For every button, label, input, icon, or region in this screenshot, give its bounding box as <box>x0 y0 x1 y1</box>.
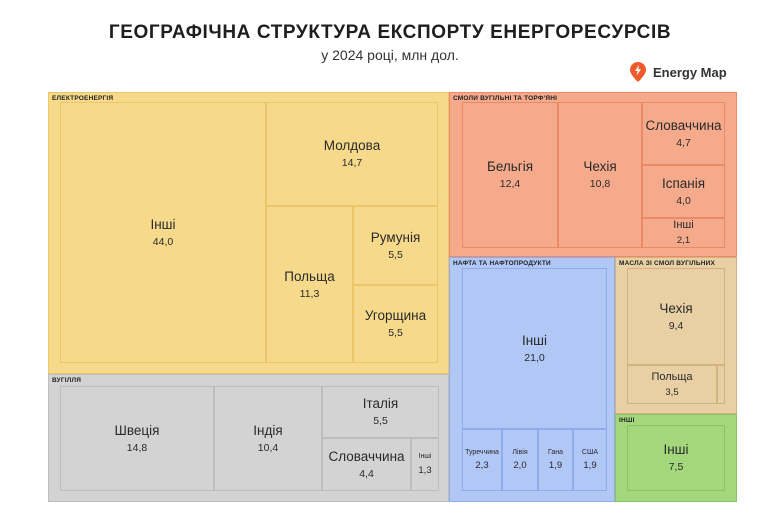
treemap-cell: Молдова 14,7 <box>266 102 438 206</box>
cell-value: 5,5 <box>388 327 403 340</box>
brand-logo: Energy Map <box>630 62 727 82</box>
treemap-cell: Угорщина 5,5 <box>353 285 438 363</box>
cell-label: Інші <box>150 216 176 232</box>
cell-label: Швеція <box>114 422 160 438</box>
cell-value: 10,4 <box>257 441 279 454</box>
cell-value: 9,4 <box>668 319 684 332</box>
cell-value: 1,3 <box>418 464 432 476</box>
treemap-cell: США 1,9 <box>573 429 607 491</box>
treemap-cell: Інші 7,5 <box>627 425 725 491</box>
cell-label: Польща <box>284 268 335 284</box>
cell-label: Чехія <box>659 300 693 316</box>
cell-value: 44,0 <box>152 235 174 248</box>
treemap-cell: Бельгія 12,4 <box>462 102 558 248</box>
chart-subtitle: у 2024 році, млн дол. <box>321 47 459 63</box>
treemap-cell: Словаччина 4,7 <box>642 102 725 165</box>
treemap-cell: Польща 11,3 <box>266 206 353 363</box>
cell-value: 4,4 <box>359 467 374 480</box>
cell-value: 14,8 <box>126 441 148 454</box>
cell-label: Словаччина <box>328 448 405 464</box>
cell-value: 3,5 <box>665 386 679 398</box>
group-coal-oils: МАСЛА ЗІ СМОЛ ВУГІЛЬНИХ Чехія 9,4 Польща 3,5 <box>615 257 737 414</box>
treemap-cell: Туреччина 2,3 <box>462 429 502 491</box>
cell-label: Угорщина <box>364 308 427 324</box>
cell-value: 21,0 <box>524 351 545 364</box>
cell-label: Чехія <box>583 159 617 175</box>
cell-value: 10,8 <box>589 178 611 191</box>
treemap-cell: Індія 10,4 <box>214 386 322 491</box>
cell-label: Інші <box>673 219 694 232</box>
cell-label: Польща <box>651 370 693 383</box>
treemap-cell: Інші 1,3 <box>411 438 439 491</box>
treemap-cell: Румунія 5,5 <box>353 206 438 285</box>
brand-name: Energy Map <box>653 64 727 80</box>
treemap-cell: Гана 1,9 <box>538 429 573 491</box>
treemap-cell: Польща 3,5 <box>627 365 717 404</box>
cell-value: 4,0 <box>676 194 691 207</box>
group-tar: СМОЛИ ВУГІЛЬНІ ТА ТОРФ'ЯНІ Бельгія 12,4 Чех… <box>449 92 737 257</box>
cell-label: Словаччина <box>645 117 722 133</box>
group-label: НАФТА ТА НАФТОПРОДУКТИ <box>453 260 551 267</box>
cell-label: Румунія <box>370 229 421 245</box>
cell-value: 1,9 <box>583 460 597 471</box>
cell-label: Лівія <box>512 448 528 456</box>
treemap-cell <box>717 365 725 404</box>
cell-label: Туреччина <box>465 448 499 456</box>
cell-value: 5,5 <box>373 415 388 428</box>
treemap-cell: Іспанія 4,0 <box>642 165 725 218</box>
cell-value: 2,0 <box>513 460 527 471</box>
cell-label: Гана <box>547 448 564 456</box>
cell-value: 4,7 <box>676 136 691 149</box>
group-label: ЕЛЕКТРОЕНЕРГІЯ <box>52 95 114 102</box>
treemap-cell: Італія 5,5 <box>322 386 439 438</box>
group-other: ІНШІ Інші 7,5 <box>615 414 737 502</box>
cell-label: Інші <box>663 442 689 458</box>
treemap-cell: Інші 21,0 <box>462 268 607 429</box>
cell-value: 12,4 <box>499 178 521 191</box>
cell-value: 2,1 <box>676 235 691 247</box>
cell-label: Інші <box>521 332 548 348</box>
cell-label: Іспанія <box>661 175 706 191</box>
lightning-pin-icon <box>630 62 646 82</box>
group-oil: НАФТА ТА НАФТОПРОДУКТИ Інші 21,0 Туреччина 2… <box>449 257 615 502</box>
treemap-cell: Інші 44,0 <box>60 102 266 363</box>
cell-value: 1,9 <box>548 460 563 471</box>
group-label: ІНШІ <box>619 417 635 424</box>
group-electricity: ЕЛЕКТРОЕНЕРГІЯ Інші 44,0 Молдова 14,7 Польща 1… <box>48 92 449 374</box>
treemap-cell: Швеція 14,8 <box>60 386 214 491</box>
cell-value: 2,3 <box>475 460 489 471</box>
cell-label: Молдова <box>323 138 381 154</box>
cell-value: 5,5 <box>388 248 403 261</box>
group-label: СМОЛИ ВУГІЛЬНІ ТА ТОРФ'ЯНІ <box>453 95 558 102</box>
chart-title: ГЕОГРАФІЧНА СТРУКТУРА ЕКСПОРТУ ЕНЕРГОРЕС… <box>108 22 672 43</box>
cell-label: Інші <box>418 453 432 461</box>
treemap-cell: Інші 2,1 <box>642 218 725 248</box>
cell-label: Індія <box>253 422 283 438</box>
cell-label: США <box>581 448 599 456</box>
cell-value: 14,7 <box>341 157 363 170</box>
cell-value: 11,3 <box>299 287 320 300</box>
treemap-cell: Лівія 2,0 <box>502 429 538 491</box>
cell-label: Бельгія <box>486 159 534 175</box>
treemap-cell: Словаччина 4,4 <box>322 438 411 491</box>
cell-value: 7,5 <box>668 461 684 474</box>
treemap-cell: Чехія 9,4 <box>627 268 725 365</box>
group-label: ВУГІЛЛЯ <box>52 377 82 384</box>
treemap-cell: Чехія 10,8 <box>558 102 642 248</box>
group-label: МАСЛА ЗІ СМОЛ ВУГІЛЬНИХ <box>619 260 716 267</box>
cell-label: Італія <box>362 396 399 412</box>
group-coal: ВУГІЛЛЯ Швеція 14,8 Індія 10,4 Італія 5,5 Слова… <box>48 374 449 502</box>
